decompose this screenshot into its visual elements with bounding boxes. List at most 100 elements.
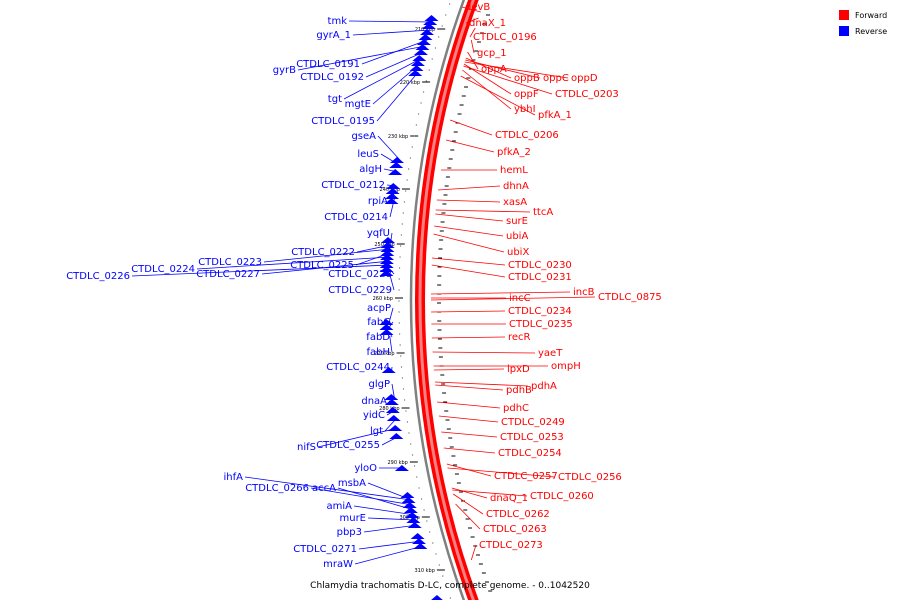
- forward-leader-line: [434, 234, 504, 252]
- forward-leader-line: [432, 265, 505, 277]
- minor-tick: [418, 113, 419, 114]
- forward-gene-label-yaet: yaeT: [538, 348, 563, 359]
- forward-gene-label-dnaq-1: dnaQ_1: [490, 493, 528, 504]
- forward-gene-label-ctdlc-0253: CTDLC_0253: [500, 432, 564, 443]
- reverse-gene-glyph: [387, 415, 401, 421]
- forward-leader-line: [438, 186, 500, 190]
- reverse-leader-line: [377, 72, 418, 121]
- reverse-gene-label-ctdlc-0229: CTDLC_0229: [328, 285, 392, 296]
- forward-gene-label-oppd: oppD: [571, 73, 598, 84]
- reverse-gene-label-acca: accA: [312, 483, 336, 494]
- forward-gene-label-ctdlc-0257: CTDLC_0257: [494, 471, 558, 482]
- reverse-gene-label-pbp3: pbp3: [337, 527, 362, 538]
- minor-tick: [400, 245, 401, 246]
- forward-leader-line: [437, 200, 500, 202]
- minor-tick: [401, 366, 402, 367]
- forward-gene-label-dhna: dhnA: [503, 181, 529, 192]
- reverse-gene-label-ctdlc-0266: CTDLC_0266: [245, 483, 309, 494]
- minor-tick: [398, 311, 399, 312]
- legend: Forward Reverse: [839, 10, 887, 36]
- reverse-gene-label-fabh: fabH: [366, 347, 390, 358]
- forward-gene-label-ctdlc-0203: CTDLC_0203: [555, 89, 619, 100]
- minor-tick: [408, 168, 409, 169]
- reverse-gene-label-ctdlc-0223: CTDLC_0223: [198, 257, 262, 268]
- forward-leader-line: [434, 226, 503, 236]
- forward-gene-label-pdhb: pdhB: [506, 385, 532, 396]
- reverse-leader-line: [391, 233, 392, 240]
- reverse-gene-label-ctdlc-0214: CTDLC_0214: [324, 212, 388, 223]
- forward-gene-label-pfka-2: pfkA_2: [497, 147, 531, 158]
- minor-tick: [416, 476, 417, 477]
- reverse-gene-label-yloo: yloO: [354, 463, 377, 474]
- minor-tick: [399, 267, 400, 268]
- minor-tick: [402, 223, 403, 224]
- reverse-leader-line: [368, 483, 411, 500]
- minor-tick: [442, 25, 443, 26]
- forward-leader-line: [432, 258, 505, 265]
- reverse-gene-label-tmk: tmk: [328, 16, 348, 27]
- forward-gene-label-sure: surE: [506, 216, 528, 227]
- minor-tick: [399, 256, 400, 257]
- minor-tick: [432, 542, 433, 543]
- forward-gene-label-ctdlc-0875: CTDLC_0875: [598, 292, 662, 303]
- minor-tick: [426, 80, 427, 81]
- reverse-gene-label-ctdlc-0255: CTDLC_0255: [316, 440, 380, 451]
- minor-tick: [400, 355, 401, 356]
- minor-tick: [412, 454, 413, 455]
- forward-gene-label-pfka-1: pfkA_1: [538, 110, 572, 121]
- minor-tick: [407, 179, 408, 180]
- minor-tick: [445, 14, 446, 15]
- forward-leader-line: [444, 448, 495, 453]
- reverse-gene-label-tgt: tgt: [328, 94, 342, 105]
- forward-gene-label-ctdlc-0235: CTDLC_0235: [509, 319, 573, 330]
- tick-label: 260 kbp: [373, 296, 393, 302]
- reverse-gene-label-mgte: mgtE: [345, 99, 371, 110]
- minor-tick: [429, 531, 430, 532]
- minor-tick: [421, 498, 422, 499]
- minor-tick: [423, 91, 424, 92]
- forward-gene-label-ctdlc-0234: CTDLC_0234: [508, 306, 572, 317]
- reverse-gene-label-ctdlc-0227: CTDLC_0227: [196, 269, 260, 280]
- minor-tick: [404, 399, 405, 400]
- forward-gene-label-ctdlc-0230: CTDLC_0230: [508, 260, 572, 271]
- forward-gene-label-ctdlc-0260: CTDLC_0260: [530, 491, 594, 502]
- tick-label: 310 kbp: [415, 568, 435, 574]
- forward-gene-label-oppc: oppC: [543, 73, 569, 84]
- forward-gene-label-ctdlc-0231: CTDLC_0231: [508, 272, 572, 283]
- minor-tick: [439, 564, 440, 565]
- reverse-gene-label-msba: msbA: [338, 478, 366, 489]
- forward-leader-line: [433, 352, 535, 353]
- minor-tick: [410, 157, 411, 158]
- reverse-gene-label-yidc: yidC: [363, 410, 385, 421]
- forward-leader-line: [471, 545, 476, 560]
- minor-tick: [438, 36, 439, 37]
- reverse-gene-glyph: [389, 433, 403, 439]
- forward-gene-label-ybhi: ybhI: [514, 104, 536, 115]
- minor-tick: [414, 135, 415, 136]
- forward-gene-label-ctdlc-0249: CTDLC_0249: [501, 417, 565, 428]
- reverse-gene-label-nifs: nifS: [297, 442, 316, 453]
- minor-tick: [403, 212, 404, 213]
- tick-label: 220 kbp: [400, 80, 420, 86]
- reverse-gene-label-ctdlc-0224: CTDLC_0224: [131, 264, 195, 275]
- forward-gene-label-recr: recR: [508, 332, 531, 343]
- reverse-gene-label-acpp: acpP: [367, 303, 391, 314]
- reverse-gene-label-ihfa: ihfA: [224, 472, 244, 483]
- minor-tick: [405, 410, 406, 411]
- reverse-gene-label-mure: murE: [339, 513, 366, 524]
- minor-tick: [404, 201, 405, 202]
- reverse-gene-glyph: [388, 169, 402, 175]
- minor-tick: [410, 443, 411, 444]
- reverse-leader-line: [349, 21, 433, 22]
- forward-gene-label-ctdlc-0263: CTDLC_0263: [483, 524, 547, 535]
- minor-tick: [450, 597, 451, 598]
- forward-leader-line: [456, 504, 480, 529]
- reverse-leader-line: [364, 525, 418, 532]
- minor-tick: [405, 190, 406, 191]
- minor-tick: [435, 47, 436, 48]
- forward-leader-line: [439, 416, 498, 422]
- minor-tick: [403, 388, 404, 389]
- reverse-gene-glyph: [424, 15, 438, 21]
- minor-tick: [416, 124, 417, 125]
